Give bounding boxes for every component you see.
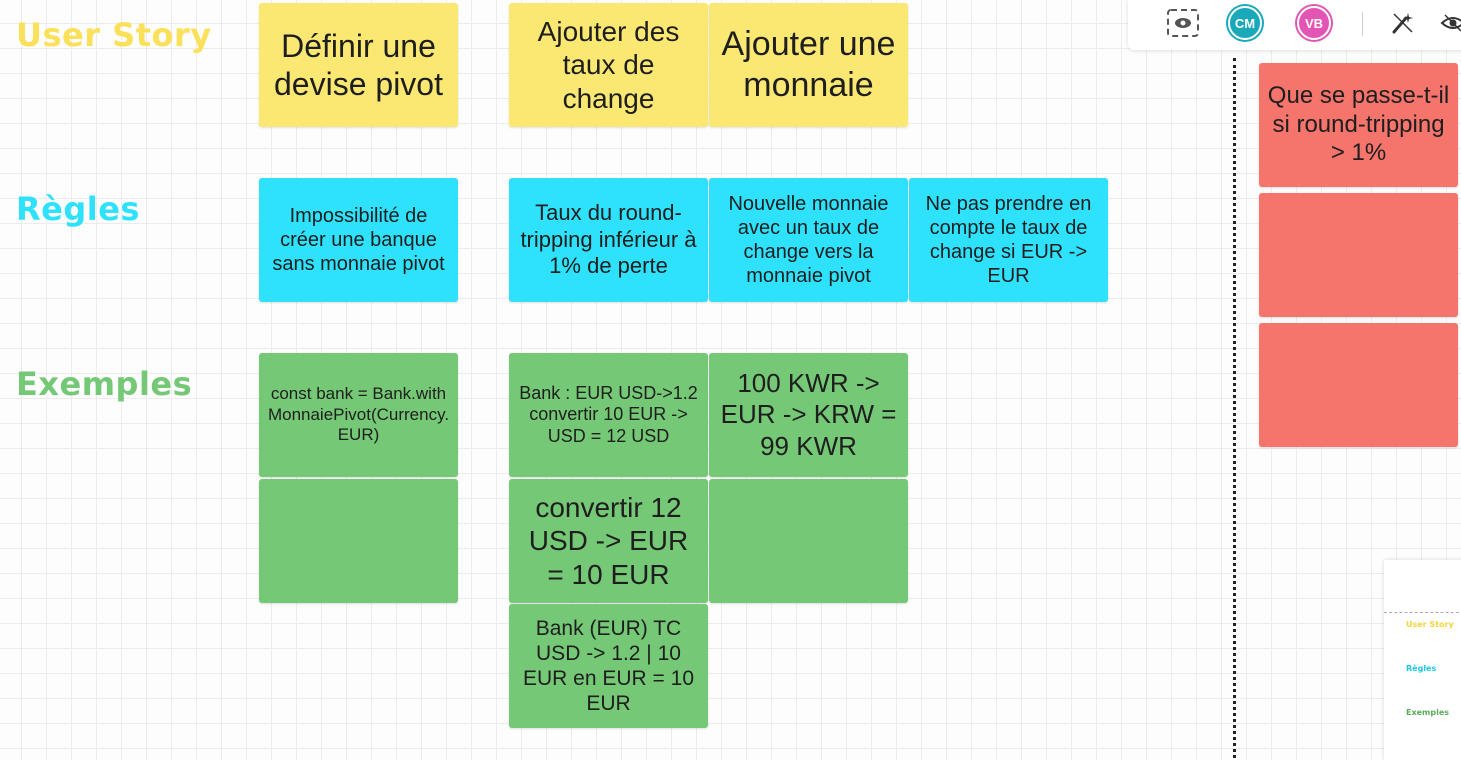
sticky-note-rule-eur-eur[interactable]: Ne pas prendre en compte le taux de chan… <box>909 178 1108 302</box>
top-right-toolbar: CM VB <box>1128 0 1461 50</box>
screen-record-icon[interactable] <box>1166 8 1200 38</box>
sticky-note-example-krw[interactable]: 100 KWR -> EUR -> KRW = 99 KWR <box>709 353 908 477</box>
toolbar-divider <box>1362 12 1363 36</box>
sticky-note-example-bank-eur[interactable]: Bank (EUR) TC USD -> 1.2 | 10 EUR en EUR… <box>509 604 708 728</box>
sticky-note-question-empty-2[interactable] <box>1259 323 1458 447</box>
column-divider <box>1233 58 1236 758</box>
sticky-note-question-roundtrip[interactable]: Que se passe-t-il si round-tripping > 1% <box>1259 63 1458 187</box>
eye-icon[interactable] <box>1440 10 1461 36</box>
sticky-note-rule-new-currency[interactable]: Nouvelle monnaie avec un taux de change … <box>709 178 908 302</box>
sticky-note-example-convert[interactable]: convertir 12 USD -> EUR = 10 EUR <box>509 479 708 603</box>
row-label-user-story: User Story <box>16 16 212 54</box>
minimap[interactable]: User Story Règles Exemples <box>1384 560 1461 760</box>
sticky-note-question-empty-1[interactable] <box>1259 193 1458 317</box>
row-label-exemples: Exemples <box>16 365 193 403</box>
sticky-note-add-currency[interactable]: Ajouter une monnaie <box>709 3 908 127</box>
avatar[interactable]: CM <box>1228 6 1262 40</box>
sticky-note-define-pivot[interactable]: Définir une devise pivot <box>259 3 458 127</box>
minimap-viewport-line <box>1384 612 1461 613</box>
sticky-note-example-code[interactable]: const bank = Bank.withMonnaiePivot(Curre… <box>259 353 458 477</box>
row-label-regles: Règles <box>16 190 140 228</box>
magic-wand-icon[interactable] <box>1390 10 1416 36</box>
sticky-note-example-bank[interactable]: Bank : EUR USD->1.2 convertir 10 EUR -> … <box>509 353 708 477</box>
minimap-label-exemples: Exemples <box>1406 708 1450 717</box>
sticky-note-example-empty-1[interactable] <box>259 479 458 603</box>
sticky-note-rule-pivot[interactable]: Impossibilité de créer une banque sans m… <box>259 178 458 302</box>
sticky-note-add-rates[interactable]: Ajouter des taux de change <box>509 3 708 127</box>
minimap-label-regles: Règles <box>1406 664 1437 673</box>
avatar[interactable]: VB <box>1297 6 1331 40</box>
sticky-note-rule-roundtrip[interactable]: Taux du round-tripping inférieur à 1% de… <box>509 178 708 302</box>
sticky-note-example-empty-2[interactable] <box>709 479 908 603</box>
minimap-label-user-story: User Story <box>1406 620 1454 629</box>
